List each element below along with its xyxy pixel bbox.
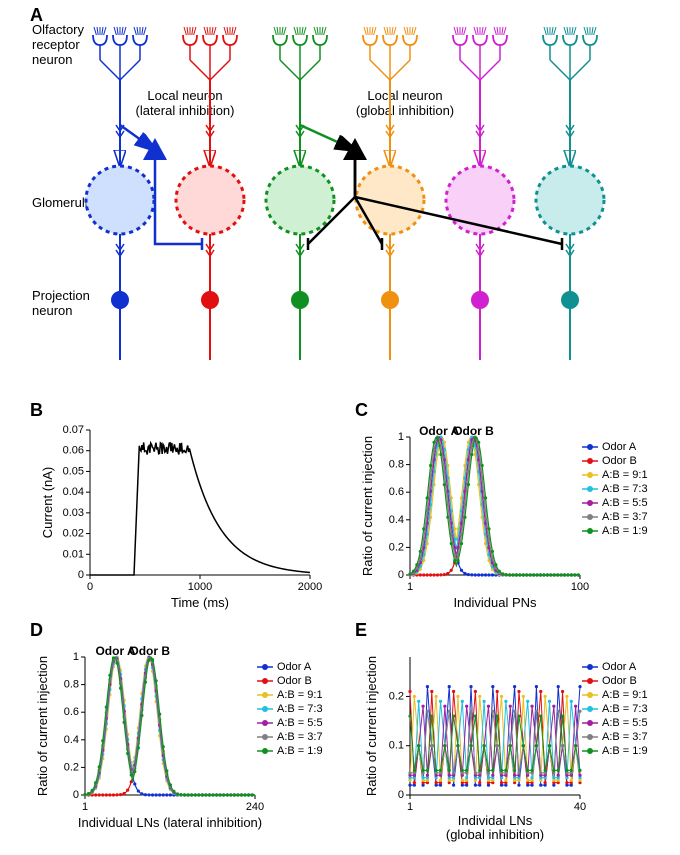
svg-text:Time (ms): Time (ms) xyxy=(171,595,229,610)
svg-text:0: 0 xyxy=(398,569,404,581)
svg-text:Odor B: Odor B xyxy=(129,644,170,658)
svg-text:1: 1 xyxy=(73,651,79,663)
svg-text:A:B = 9:1: A:B = 9:1 xyxy=(602,689,648,701)
svg-text:1: 1 xyxy=(398,431,404,443)
svg-text:A:B = 5:5: A:B = 5:5 xyxy=(602,497,648,509)
svg-text:A:B = 7:3: A:B = 7:3 xyxy=(277,703,323,715)
svg-text:0.2: 0.2 xyxy=(389,541,404,553)
svg-text:A:B = 1:9: A:B = 1:9 xyxy=(277,745,323,757)
svg-text:Ratio of current injection: Ratio of current injection xyxy=(35,656,50,796)
svg-text:A:B = 9:1: A:B = 9:1 xyxy=(277,689,323,701)
svg-text:Odor A: Odor A xyxy=(602,661,637,673)
svg-text:A:B = 9:1: A:B = 9:1 xyxy=(602,469,648,481)
svg-text:Odor B: Odor B xyxy=(602,455,637,467)
svg-text:0.1: 0.1 xyxy=(389,740,404,752)
svg-text:0.2: 0.2 xyxy=(389,690,404,702)
svg-text:Odor A: Odor A xyxy=(602,441,637,453)
svg-text:A:B = 5:5: A:B = 5:5 xyxy=(277,717,323,729)
svg-text:Current (nA): Current (nA) xyxy=(40,467,55,539)
svg-text:0.02: 0.02 xyxy=(63,528,84,540)
svg-text:A:B = 3:7: A:B = 3:7 xyxy=(602,731,648,743)
svg-text:Individual LNs (lateral inhibi: Individual LNs (lateral inhibition) xyxy=(78,815,262,830)
svg-text:A:B = 1:9: A:B = 1:9 xyxy=(602,525,648,537)
svg-text:0.4: 0.4 xyxy=(389,514,404,526)
svg-text:Individual PNs: Individual PNs xyxy=(453,595,537,610)
svg-text:Ratio of current injection: Ratio of current injection xyxy=(360,436,375,576)
svg-text:0.01: 0.01 xyxy=(63,548,84,560)
svg-text:(global inhibition): (global inhibition) xyxy=(446,827,544,842)
svg-text:0: 0 xyxy=(87,581,93,593)
svg-text:0.8: 0.8 xyxy=(389,459,404,471)
svg-text:1: 1 xyxy=(407,801,413,813)
svg-text:0.06: 0.06 xyxy=(63,445,84,457)
svg-text:A:B = 5:5: A:B = 5:5 xyxy=(602,717,648,729)
svg-text:0: 0 xyxy=(73,789,79,801)
svg-text:100: 100 xyxy=(571,581,589,593)
svg-text:0: 0 xyxy=(78,569,84,581)
svg-text:A:B = 3:7: A:B = 3:7 xyxy=(602,511,648,523)
panel-d-svg: 1 240 0 0.2 0.4 0.6 0.8 1 Individual LNs (latera… xyxy=(30,635,350,855)
svg-text:0.2: 0.2 xyxy=(64,761,79,773)
panel-c-svg: 1 100 0 0.2 0.4 0.6 0.8 1 Individual PNs Ratio of… xyxy=(355,415,675,620)
svg-text:0: 0 xyxy=(398,789,404,801)
svg-text:40: 40 xyxy=(574,801,586,813)
svg-text:0.07: 0.07 xyxy=(63,424,84,436)
svg-text:A:B = 7:3: A:B = 7:3 xyxy=(602,483,648,495)
svg-text:Odor B: Odor B xyxy=(277,675,312,687)
svg-text:Odor A: Odor A xyxy=(277,661,312,673)
svg-text:A:B = 1:9: A:B = 1:9 xyxy=(602,745,648,757)
panel-e-svg: 1 40 0 0.1 0.2 Individal LNs(global inhibitio… xyxy=(355,635,675,855)
svg-text:0.4: 0.4 xyxy=(64,734,79,746)
panel-a-svg xyxy=(0,0,680,370)
panel-b-svg: 0 1000 2000 0 0.01 0.02 0.03 0.04 0.05 0.06 0.07 Ti… xyxy=(30,415,330,620)
svg-text:0.8: 0.8 xyxy=(64,679,79,691)
svg-text:A:B = 7:3: A:B = 7:3 xyxy=(602,703,648,715)
svg-text:A:B = 3:7: A:B = 3:7 xyxy=(277,731,323,743)
svg-text:Odor B: Odor B xyxy=(602,675,637,687)
svg-text:0.05: 0.05 xyxy=(63,465,84,477)
svg-text:Individal LNs: Individal LNs xyxy=(458,813,533,828)
svg-text:2000: 2000 xyxy=(298,581,322,593)
svg-text:Odor B: Odor B xyxy=(453,424,494,438)
svg-text:0.6: 0.6 xyxy=(64,706,79,718)
figure-root: A Olfactoryreceptorneuron Glomeruli Proj… xyxy=(0,0,680,852)
svg-text:0.04: 0.04 xyxy=(63,486,84,498)
svg-text:0.6: 0.6 xyxy=(389,486,404,498)
svg-text:Ratio of current injection: Ratio of current injection xyxy=(364,656,379,796)
svg-text:240: 240 xyxy=(246,801,264,813)
svg-text:1: 1 xyxy=(82,801,88,813)
svg-text:0.03: 0.03 xyxy=(63,507,84,519)
svg-text:1000: 1000 xyxy=(188,581,212,593)
svg-text:1: 1 xyxy=(407,581,413,593)
